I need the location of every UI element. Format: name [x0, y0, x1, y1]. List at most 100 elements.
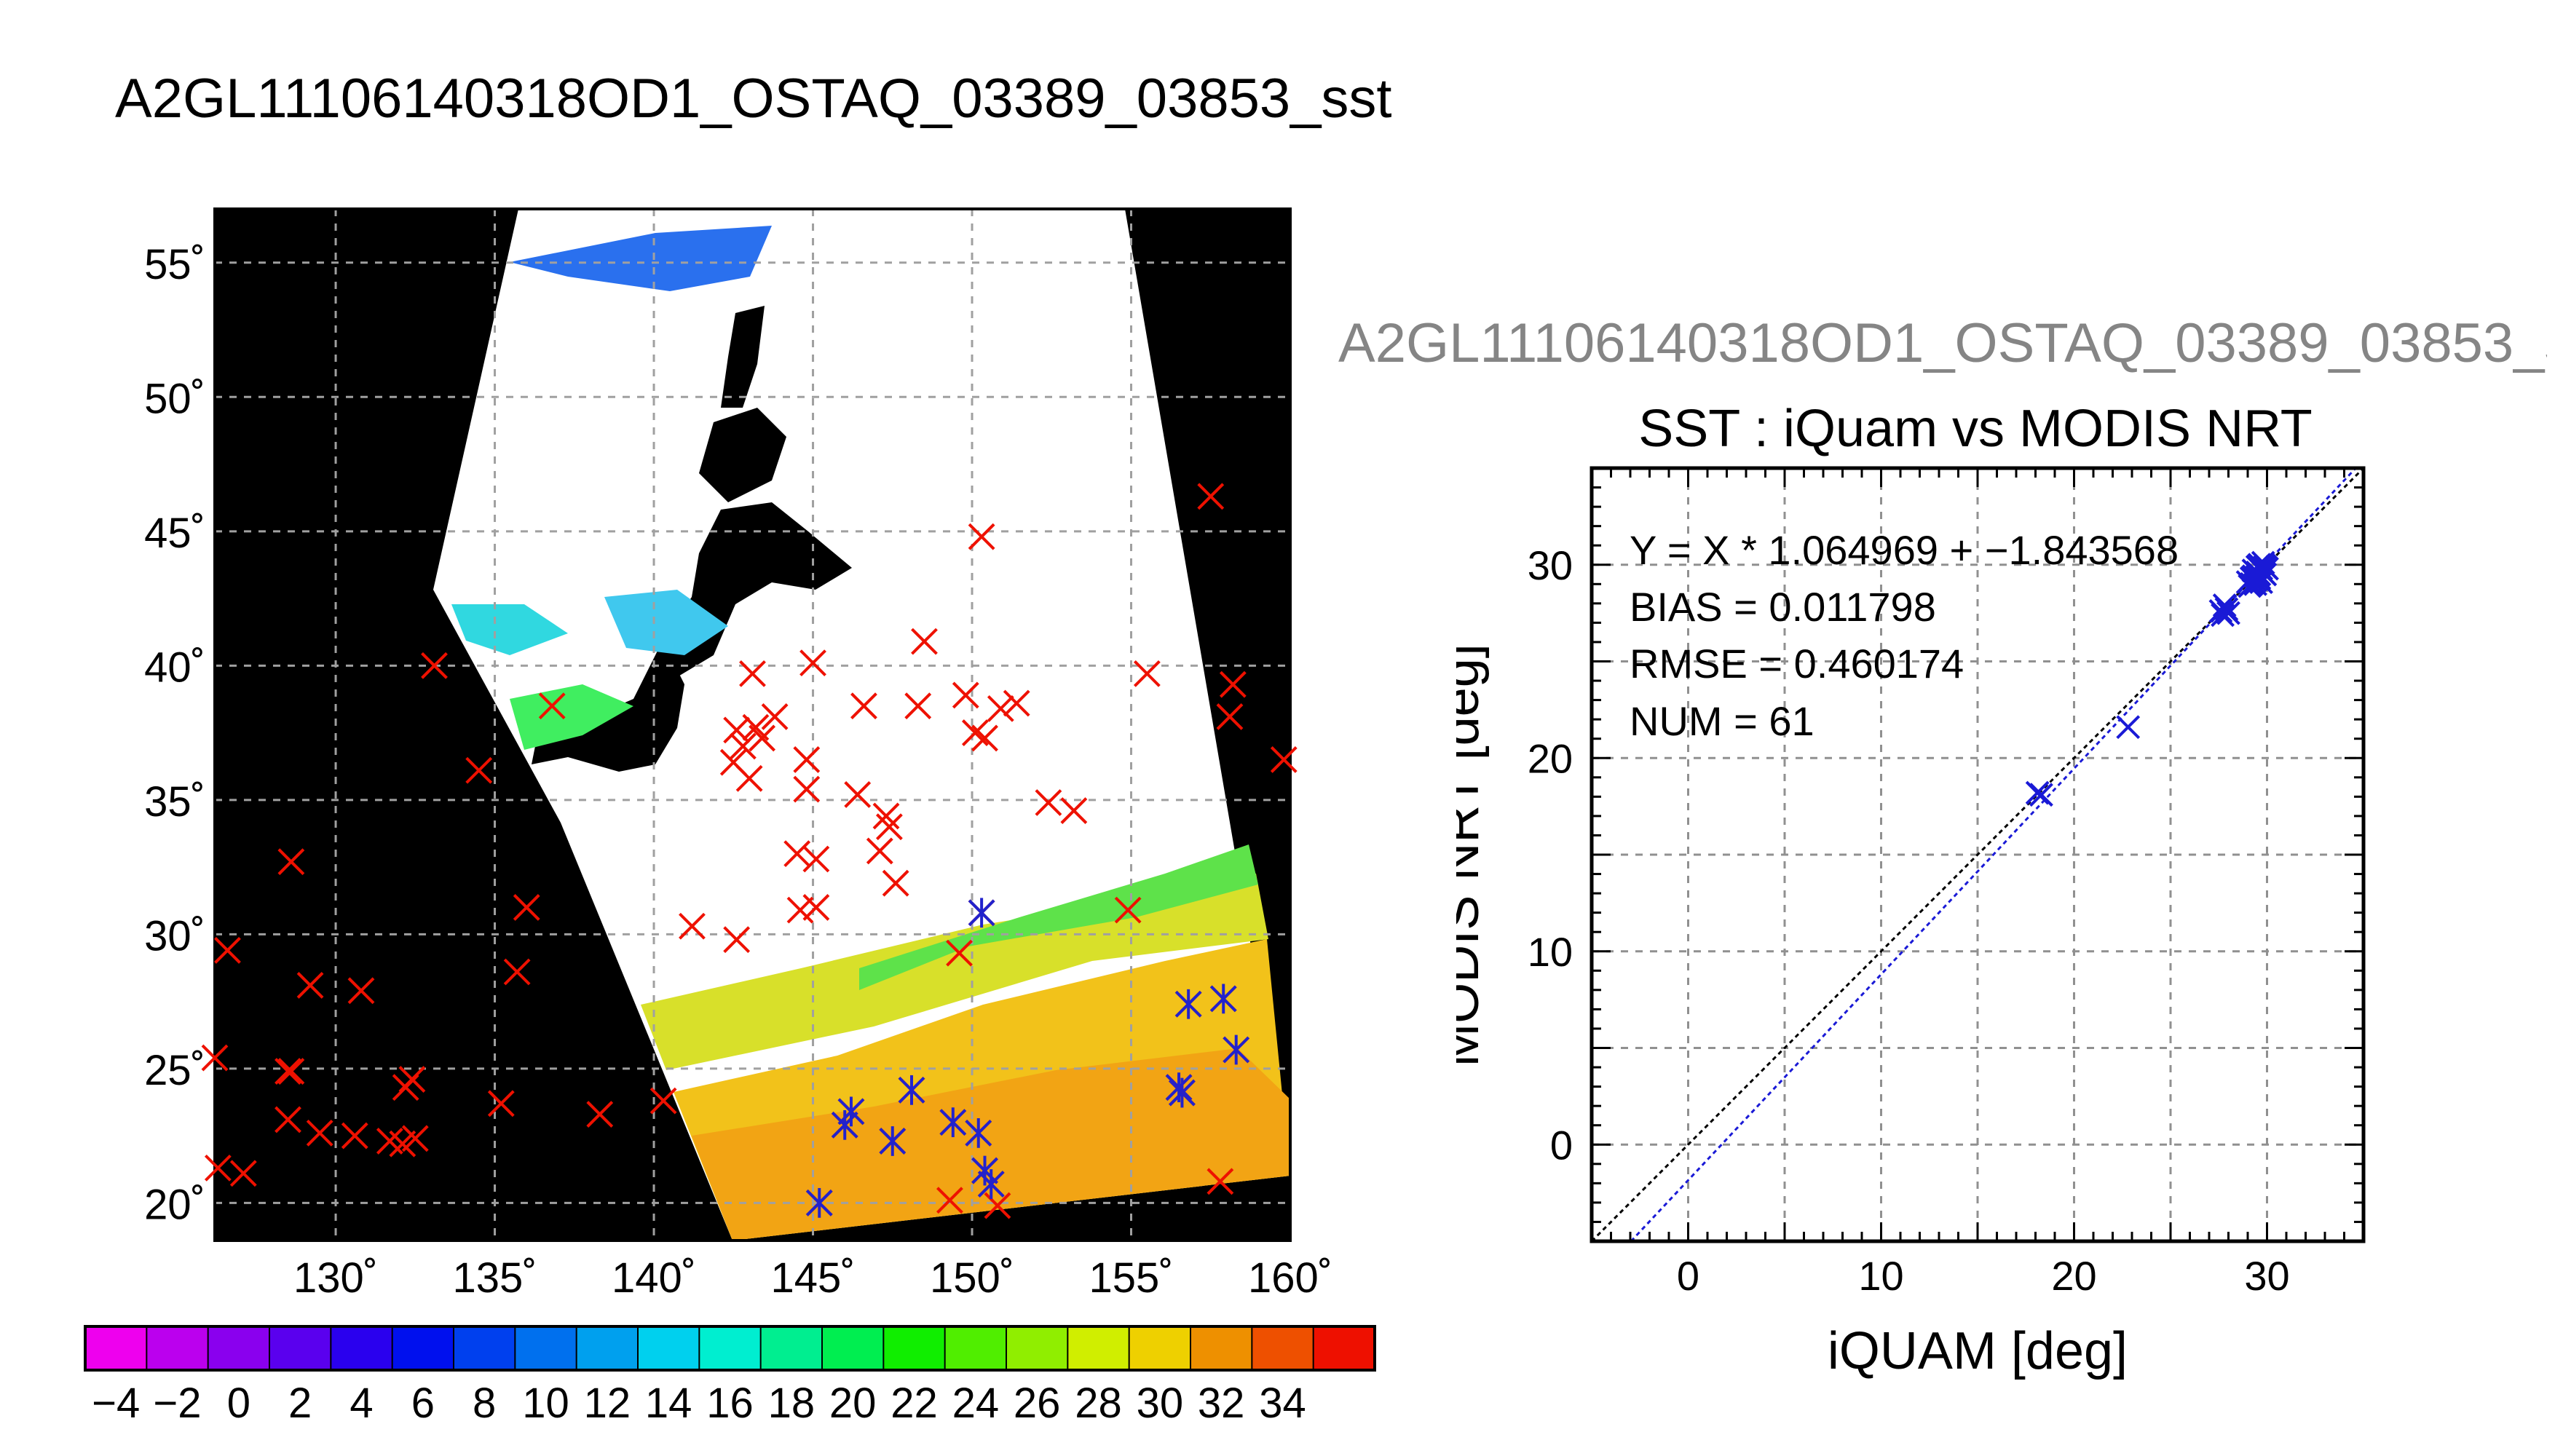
buoy-marker-unmatched: [904, 692, 932, 720]
stats-bias: BIAS = 0.011798: [1630, 584, 1936, 630]
buoy-marker-unmatched: [952, 681, 979, 709]
buoy-marker-unmatched: [306, 1119, 333, 1147]
buoy-marker-unmatched: [275, 1106, 301, 1133]
scatter-x-tick-label: 10: [1858, 1253, 1903, 1299]
scatter-point: [2211, 603, 2235, 628]
colorbar-tick-label: 30: [1137, 1380, 1184, 1427]
one-to-one-line: [1590, 467, 2365, 1243]
colorbar-segment: [944, 1326, 1007, 1370]
colorbar-tick-label: 18: [768, 1380, 816, 1427]
buoy-marker-matched: [1209, 984, 1237, 1014]
map-lat-tick-label: 40˚: [144, 644, 205, 691]
colorbar-tick-label: 14: [645, 1380, 692, 1427]
sst-cold-fragment: [510, 226, 772, 291]
map-buoy-markers: [201, 483, 1298, 1219]
map-lat-tick-label: 35˚: [144, 778, 205, 826]
colorbar-segment: [331, 1326, 393, 1370]
colorbar-segment: [883, 1326, 946, 1370]
colorbar-segment: [638, 1326, 700, 1370]
scatter-point: [2212, 593, 2237, 617]
colorbar-tick-label: 10: [522, 1380, 569, 1427]
buoy-marker-matched: [831, 1109, 858, 1140]
land-japan-main: [532, 641, 684, 772]
colorbar-segment: [269, 1326, 331, 1370]
buoy-marker-unmatched: [1060, 797, 1088, 824]
scatter-points: [2025, 550, 2279, 807]
buoy-marker-unmatched: [802, 894, 830, 921]
colorbar-tick-label: 32: [1198, 1380, 1245, 1427]
buoy-marker-unmatched: [802, 845, 830, 873]
buoy-marker-unmatched: [872, 802, 900, 830]
map-lon-tick-label: 145˚: [770, 1254, 855, 1302]
colorbar-tick-label: 24: [952, 1380, 1000, 1427]
buoy-marker-unmatched: [201, 1044, 229, 1072]
buoy-marker-matched: [939, 1107, 967, 1138]
map-lat-tick-label: 50˚: [144, 375, 205, 422]
colorbar-tick-label: 22: [891, 1380, 938, 1427]
colorbar-segment: [454, 1326, 516, 1370]
colorbar-tick-label: 0: [227, 1380, 250, 1427]
colorbar-tick-label: 34: [1259, 1380, 1306, 1427]
buoy-marker-unmatched: [229, 1160, 257, 1187]
buoy-marker-unmatched: [793, 775, 821, 803]
buoy-marker-unmatched: [503, 958, 531, 986]
sst-green-fragment: [510, 684, 633, 750]
buoy-marker-unmatched: [1219, 670, 1247, 698]
buoy-marker-matched: [1174, 989, 1202, 1019]
buoy-marker-unmatched: [421, 652, 448, 679]
buoy-marker-unmatched: [786, 896, 814, 924]
buoy-marker-unmatched: [277, 848, 305, 876]
sst-map-panel: 20˚ 25˚ 30˚ 35˚ 40˚ 45˚ 50˚ 55˚ 130˚ 135˚ 140˚ 145…: [84, 207, 1376, 1427]
buoy-marker-matched: [968, 898, 995, 928]
colorbar-segment: [699, 1326, 762, 1370]
map-lon-tick-label: 155˚: [1089, 1254, 1173, 1302]
buoy-marker-unmatched: [341, 1122, 368, 1150]
colorbar-segment: [1129, 1326, 1191, 1370]
colorbar-tick-label: 12: [584, 1380, 631, 1427]
colorbar-segment: [822, 1326, 884, 1370]
buoy-marker-matched: [965, 1117, 992, 1148]
buoy-marker-unmatched: [1207, 1168, 1234, 1195]
buoy-marker-unmatched: [946, 939, 973, 967]
map-lon-tick-labels: 130˚ 135˚ 140˚ 145˚ 150˚ 155˚ 160˚: [293, 1254, 1332, 1302]
land-hokkaido: [699, 408, 786, 502]
buoy-marker-unmatched: [679, 912, 706, 940]
y-axis-label: MODIS NRT [deg]: [1456, 644, 1490, 1067]
scatter-y-tick-label: 20: [1528, 735, 1573, 781]
buoy-marker-unmatched: [1216, 703, 1244, 730]
colorbar-tick-label: 28: [1075, 1380, 1122, 1427]
scatter-panel: SST : iQuam vs MODIS NRT 0 10 20 30 0 10 20 30…: [1456, 400, 2366, 1380]
stats-num: NUM = 61: [1630, 698, 1814, 744]
buoy-marker-matched: [1223, 1034, 1250, 1065]
colorbar-segment: [1313, 1326, 1375, 1370]
buoy-marker-unmatched: [749, 724, 776, 752]
buoy-marker-unmatched: [984, 1192, 1011, 1219]
map-lat-tick-label: 45˚: [144, 510, 205, 557]
stats-rmse: RMSE = 0.460174: [1630, 641, 1964, 687]
colorbar-segment: [85, 1326, 147, 1370]
colorbar-tick-label: 26: [1014, 1380, 1061, 1427]
scatter-y-tick-label: 30: [1528, 542, 1573, 588]
buoy-marker-unmatched: [987, 695, 1014, 722]
colorbar-segment: [576, 1326, 639, 1370]
scatter-x-tick-label: 30: [2244, 1253, 2289, 1299]
sst-cyan-fragment: [451, 604, 568, 655]
colorbar-segment: [392, 1326, 454, 1370]
colorbar-segment: [1252, 1326, 1314, 1370]
colorbar-segment: [760, 1326, 823, 1370]
scatter-x-tick-label: 0: [1677, 1253, 1699, 1299]
buoy-marker-unmatched: [275, 1058, 301, 1085]
map-lon-tick-label: 150˚: [930, 1254, 1014, 1302]
buoy-marker-unmatched: [875, 813, 903, 841]
scatter-point: [2249, 570, 2273, 595]
colorbar-tick-label: −4: [92, 1380, 140, 1427]
buoy-marker-unmatched: [971, 724, 998, 752]
buoy-marker-unmatched: [968, 523, 995, 550]
colorbar-tick-label: 6: [411, 1380, 435, 1427]
buoy-marker-unmatched: [723, 926, 751, 954]
colorbar-segment: [515, 1326, 577, 1370]
colorbar-tick-label: 8: [473, 1380, 496, 1427]
buoy-marker-unmatched: [911, 628, 938, 655]
buoy-marker-unmatched: [586, 1101, 614, 1128]
map-lat-tick-label: 30˚: [144, 912, 205, 960]
